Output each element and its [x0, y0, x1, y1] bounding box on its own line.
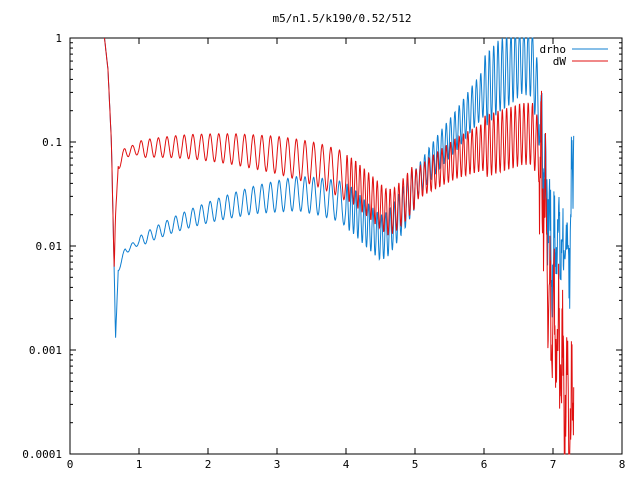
series-line-drho [104, 37, 575, 338]
legend-label: drho [540, 43, 567, 56]
chart-title: m5/n1.5/k190/0.52/512 [272, 12, 411, 25]
x-tick-label: 2 [205, 458, 212, 471]
y-tick-label: 0.001 [29, 344, 62, 357]
x-axis: 0 1 2 3 4 5 6 7 8 [67, 38, 626, 471]
y-tick-label: 1 [55, 32, 62, 45]
y-axis: 0.0001 0.001 0.01 0.1 1 [22, 32, 622, 461]
x-tick-label: 7 [550, 458, 557, 471]
x-tick-label: 5 [412, 458, 419, 471]
series-line-dw [104, 37, 575, 455]
y-tick-label: 0.1 [42, 136, 62, 149]
x-tick-label: 8 [619, 458, 626, 471]
legend-label: dW [553, 55, 567, 68]
x-tick-label: 1 [136, 458, 143, 471]
plot-frame [69, 37, 623, 455]
y-tick-label: 0.0001 [22, 448, 62, 461]
y-tick-label: 0.01 [36, 240, 63, 253]
x-tick-label: 6 [481, 458, 488, 471]
x-tick-label: 4 [343, 458, 350, 471]
series-layer [104, 37, 575, 455]
x-tick-label: 3 [274, 458, 281, 471]
x-tick-label: 0 [67, 458, 74, 471]
